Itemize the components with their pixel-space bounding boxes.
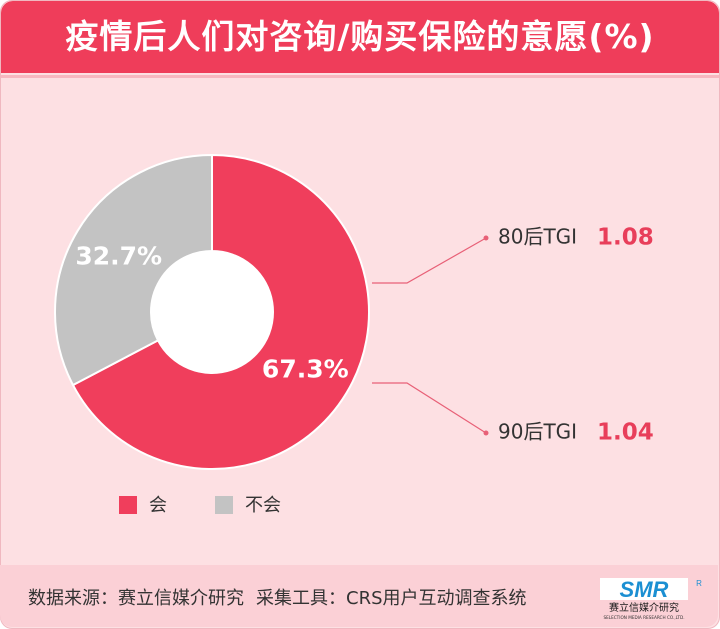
legend-swatch-0 xyxy=(119,496,137,514)
tool-text: 采集工具：CRS用户互动调查系统 xyxy=(256,588,527,609)
footer-bar xyxy=(0,565,718,627)
logo-backdrop xyxy=(600,578,688,600)
data-source: 数据来源：赛立信媒介研究 采集工具：CRS用户互动调查系统 xyxy=(28,584,539,610)
annotation-dot-1 xyxy=(483,430,489,436)
legend-label-0: 会 xyxy=(149,495,167,516)
title-bar xyxy=(1,1,719,73)
source-text: 数据来源：赛立信媒介研究 xyxy=(28,588,244,609)
logo-tagline: SELECTION MEDIA RESEARCH CO.,LTD. xyxy=(603,615,684,620)
legend-label-1: 不会 xyxy=(245,495,281,516)
annotation-leader-line-0 xyxy=(372,237,487,284)
slice-value-label-1: 32.7% xyxy=(75,242,162,271)
logo-letters: SMR xyxy=(620,577,669,602)
annotation-value-1: 1.04 xyxy=(597,420,654,446)
title-divider xyxy=(1,75,719,78)
annotation-value-0: 1.08 xyxy=(597,225,654,251)
chart-title: 疫情后人们对咨询/购买保险的意愿(%) xyxy=(65,17,655,56)
annotation-dot-0 xyxy=(483,235,489,241)
legend-swatch-1 xyxy=(215,496,233,514)
slice-value-label-0: 67.3% xyxy=(262,354,349,383)
logo-registered-mark: R xyxy=(696,579,702,588)
annotation-label-1: 90后TGI xyxy=(498,420,577,444)
smr-logo: SMR R 赛立信媒介研究 SELECTION MEDIA RESEARCH C… xyxy=(600,577,702,620)
donut-hole xyxy=(151,251,273,373)
annotation-leader-line-1 xyxy=(372,382,487,434)
annotation-label-0: 80后TGI xyxy=(498,225,577,249)
logo-name: 赛立信媒介研究 xyxy=(609,601,679,614)
